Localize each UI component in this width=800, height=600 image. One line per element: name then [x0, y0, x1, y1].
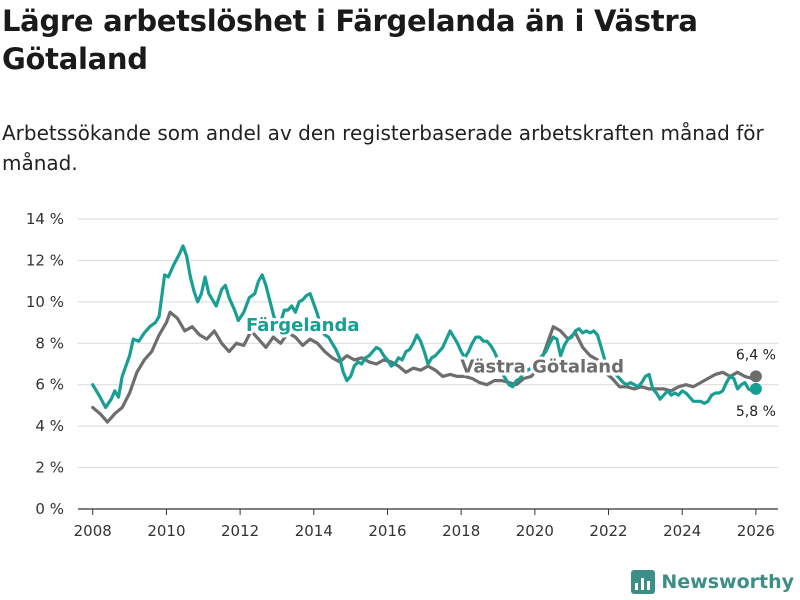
series-label-färgelanda: Färgelanda — [246, 315, 360, 336]
x-tick-label: 2008 — [74, 522, 112, 540]
y-tick-label: 0 % — [35, 500, 64, 518]
series-line-västra-götaland — [91, 310, 758, 424]
series-line-färgelanda — [91, 244, 758, 410]
brand-logo: Newsworthy — [631, 570, 794, 594]
x-tick-label: 2020 — [516, 522, 554, 540]
brand-name: Newsworthy — [661, 571, 794, 593]
x-tick-label: 2012 — [221, 522, 259, 540]
y-tick-label: 4 % — [35, 417, 64, 435]
x-tick-label: 2022 — [589, 522, 627, 540]
x-tick-label: 2016 — [368, 522, 406, 540]
series-end-label: 5,8 % — [736, 404, 776, 420]
y-tick-label: 10 % — [26, 293, 64, 311]
series-end-point — [749, 382, 762, 395]
y-tick-label: 8 % — [35, 334, 64, 352]
x-tick-label: 2024 — [663, 522, 701, 540]
chart-subtitle: Arbetssökande som andel av den registerb… — [2, 121, 764, 175]
series-label-västra-götaland: Västra Götaland — [460, 356, 624, 377]
series-end-label: 6,4 % — [736, 347, 776, 363]
x-tick-label: 2018 — [442, 522, 480, 540]
x-tick-label: 2014 — [295, 522, 333, 540]
series-end-point — [749, 370, 762, 383]
x-tick-label: 2026 — [737, 522, 775, 540]
y-tick-label: 14 % — [26, 210, 64, 228]
y-tick-label: 12 % — [26, 251, 64, 269]
y-tick-label: 2 % — [35, 459, 64, 477]
bar-chart-icon — [631, 570, 656, 594]
y-tick-label: 6 % — [35, 376, 64, 394]
chart-title: Lägre arbetslöshet i Färgelanda än i Väs… — [2, 4, 698, 76]
x-tick-label: 2010 — [147, 522, 185, 540]
